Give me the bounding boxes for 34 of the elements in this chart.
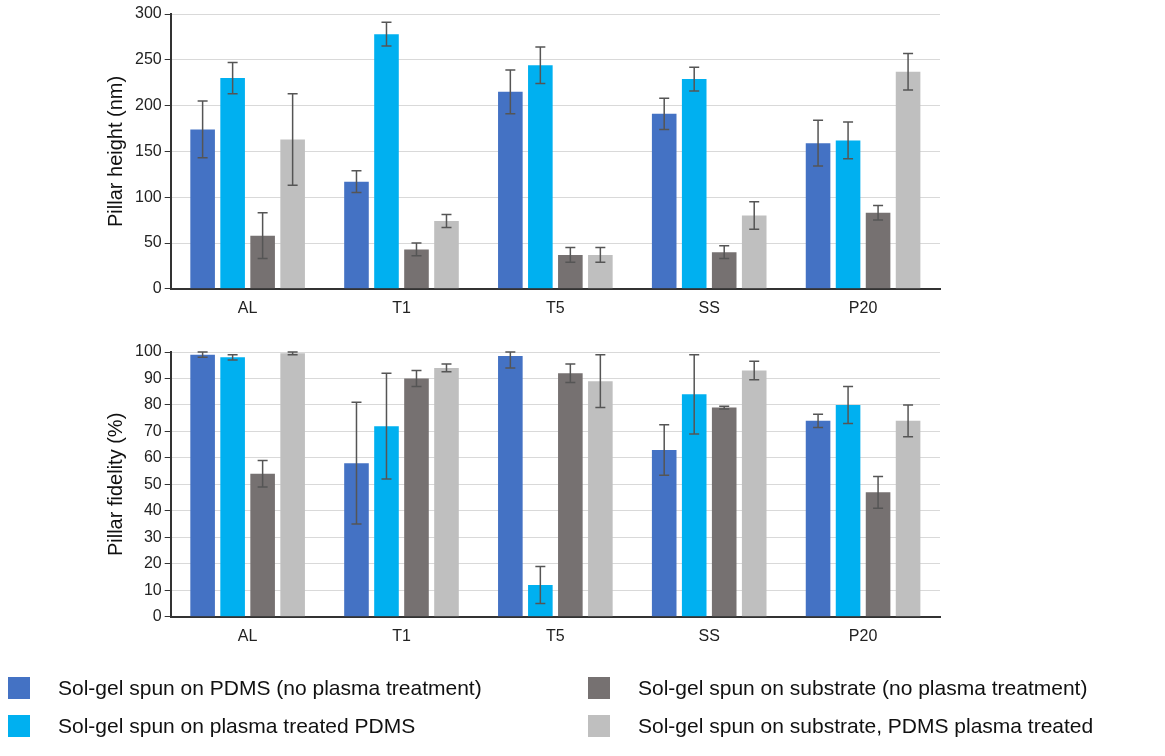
legend-label: Sol-gel spun on substrate (no plasma treatment) bbox=[638, 676, 1088, 700]
y-axis-title: Pillar height (nm) bbox=[103, 75, 126, 227]
x-tick-label: AL bbox=[237, 298, 258, 316]
y-tick-label: 70 bbox=[143, 421, 162, 439]
x-tick-label: SS bbox=[698, 298, 720, 316]
y-tick-label: 200 bbox=[134, 96, 162, 114]
y-tick-label: 300 bbox=[134, 4, 162, 22]
x-tick-label: AL bbox=[237, 626, 258, 644]
legend-label: Sol-gel spun on substrate, PDMS plasma treated bbox=[638, 714, 1094, 738]
x-tick-label: T5 bbox=[546, 298, 565, 316]
y-tick-label: 40 bbox=[143, 501, 162, 519]
x-tick-label: P20 bbox=[848, 626, 878, 644]
y-tick-label: 50 bbox=[143, 474, 162, 492]
y-tick-label: 250 bbox=[134, 50, 162, 68]
y-tick-label: 50 bbox=[143, 233, 162, 251]
y-tick-label: 20 bbox=[143, 554, 162, 572]
x-tick-label: P20 bbox=[848, 298, 878, 316]
legend-label: Sol-gel spun on plasma treated PDMS bbox=[58, 714, 416, 738]
x-tick-label: T1 bbox=[392, 298, 411, 316]
y-tick-label: 0 bbox=[152, 607, 162, 625]
y-axis-title: Pillar fidelity (%) bbox=[103, 412, 126, 557]
y-tick-label: 10 bbox=[143, 580, 162, 598]
x-tick-label: T5 bbox=[546, 626, 565, 644]
x-tick-label: T1 bbox=[392, 626, 411, 644]
y-tick-label: 0 bbox=[152, 279, 162, 297]
y-tick-label: 90 bbox=[143, 368, 162, 386]
x-tick-label: SS bbox=[698, 626, 720, 644]
legend-label: Sol-gel spun on PDMS (no plasma treatment) bbox=[58, 676, 482, 700]
y-tick-label: 150 bbox=[134, 141, 162, 159]
y-tick-label: 60 bbox=[143, 448, 162, 466]
y-tick-label: 100 bbox=[134, 187, 162, 205]
y-tick-label: 80 bbox=[143, 395, 162, 413]
y-tick-label: 30 bbox=[143, 527, 162, 545]
y-tick-label: 100 bbox=[134, 342, 162, 360]
